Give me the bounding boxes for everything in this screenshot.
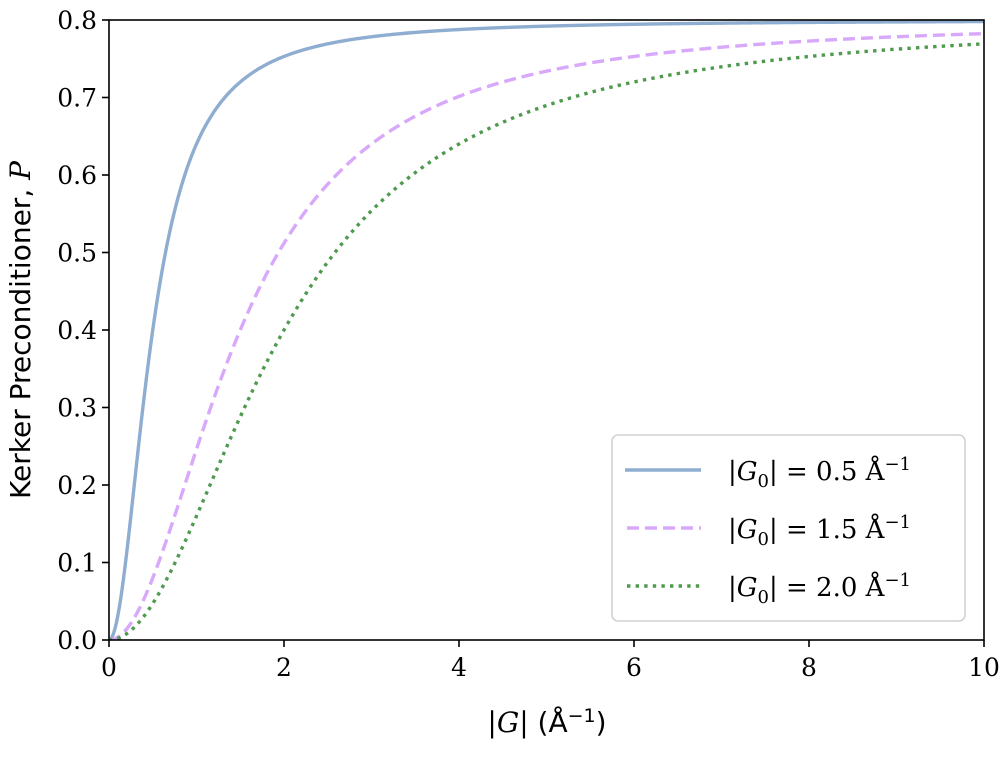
x-axis-label: |G| (Å−1): [487, 705, 606, 739]
y-tick-label: 0.0: [57, 626, 97, 655]
series-line-solid: [109, 20, 984, 640]
legend-label-g0-2.0: |G0| = 2.0 Å−1: [728, 570, 911, 608]
y-tick-label: 0.5: [57, 239, 97, 268]
y-axis-ticks: 0.0 0.1 0.2 0.3 0.4 0.5 0.6 0.7 0.8: [57, 6, 109, 655]
legend: |G0| = 0.5 Å−1 |G0| = 1.5 Å−1 |G0| = 2.0…: [611, 434, 966, 622]
x-tick-label: 0: [101, 653, 117, 682]
x-tick-label: 6: [626, 653, 642, 682]
x-tick-label: 2: [276, 653, 292, 682]
y-tick-label: 0.8: [57, 6, 97, 35]
legend-label-g0-0.5: |G0| = 0.5 Å−1: [728, 454, 911, 492]
x-axis-ticks: 0 2 4 6 8 10: [101, 640, 1000, 682]
y-tick-label: 0.2: [57, 471, 97, 500]
series-line-dashed: [109, 31, 984, 640]
x-tick-label: 10: [968, 653, 1000, 682]
y-tick-label: 0.1: [57, 549, 97, 578]
x-tick-label: 4: [451, 653, 467, 682]
y-tick-label: 0.7: [57, 84, 97, 113]
legend-label-g0-1.5: |G0| = 1.5 Å−1: [728, 512, 911, 550]
plot-curves: [109, 20, 984, 640]
legend-box: [611, 434, 966, 622]
y-tick-label: 0.6: [57, 161, 97, 190]
x-tick-label: 8: [801, 653, 817, 682]
y-tick-label: 0.4: [57, 316, 97, 345]
y-tick-label: 0.3: [57, 394, 97, 423]
y-axis-label: Kerker Preconditioner, P: [4, 160, 37, 499]
